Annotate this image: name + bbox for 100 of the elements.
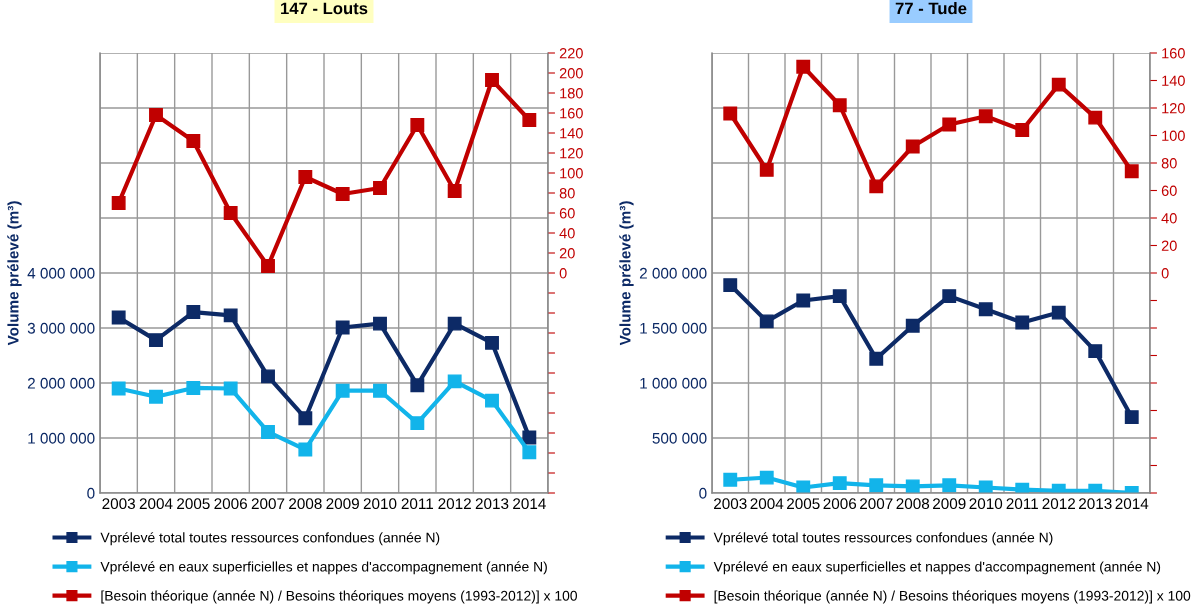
point — [298, 442, 313, 457]
point — [522, 445, 537, 460]
chart-title: 147 - Louts — [281, 2, 368, 15]
point — [186, 134, 201, 148]
x-tick-label: 2014 — [513, 498, 546, 510]
x-tick-label: 2003 — [714, 498, 747, 510]
point — [149, 333, 163, 348]
x-tick-label: 2005 — [177, 498, 210, 510]
y-tick-label: 1 000 000 — [28, 432, 95, 444]
y-tick-label: 500 000 — [652, 432, 707, 444]
point — [298, 411, 313, 426]
point — [335, 383, 350, 398]
point — [723, 278, 738, 293]
point — [485, 393, 499, 408]
point — [410, 118, 425, 132]
point — [832, 98, 847, 113]
y2-tick-label: 140 — [560, 128, 583, 139]
y2-tick-label: 140 — [1162, 75, 1185, 86]
point — [759, 162, 774, 177]
y2-tick-label: 80 — [1161, 158, 1177, 169]
y-tick-label: 0 — [699, 487, 707, 499]
legend-label: Vprélevé en eaux superficielles et nappes d'accompagnement (année N) — [100, 561, 547, 575]
point — [410, 378, 425, 393]
x-tick-label: 2007 — [251, 498, 285, 510]
point — [796, 59, 811, 74]
y2-tick-label: 0 — [1161, 268, 1169, 279]
y-tick-label: 1 500 000 — [640, 322, 707, 334]
y-tick-label: 4 000 000 — [27, 267, 95, 279]
x-tick-label: 2014 — [1115, 498, 1149, 510]
point — [485, 335, 499, 350]
y2-tick-label: 60 — [1161, 185, 1177, 196]
y-tick-label: 1 000 000 — [640, 377, 707, 389]
y-tick-label: 3 000 000 — [27, 322, 95, 334]
point — [298, 170, 313, 184]
point — [942, 117, 957, 132]
y2-tick-label: 120 — [1162, 103, 1185, 114]
y2-tick-label: 40 — [559, 228, 575, 239]
x-tick-label: 2006 — [214, 498, 247, 510]
point — [1124, 410, 1139, 425]
point — [1051, 77, 1066, 92]
point — [447, 316, 462, 331]
point — [261, 425, 275, 439]
chart-title: 77 - Tude — [895, 2, 967, 15]
point — [869, 351, 884, 366]
x-tick-label: 2011 — [1006, 498, 1038, 510]
x-tick-label: 2003 — [102, 498, 135, 510]
point — [410, 416, 425, 431]
point — [905, 139, 920, 154]
point — [111, 196, 126, 210]
point — [942, 289, 957, 304]
y2-tick-label: 20 — [559, 248, 575, 259]
point — [522, 113, 537, 127]
point — [111, 381, 126, 396]
x-tick-label: 2008 — [289, 498, 322, 510]
point — [759, 314, 774, 329]
y2-tick-label: 40 — [1161, 213, 1177, 224]
point — [1051, 305, 1066, 320]
y2-tick-label: 180 — [560, 88, 583, 99]
point — [223, 308, 238, 323]
y-tick-label: 0 — [87, 487, 95, 499]
x-tick-label: 2013 — [1079, 498, 1112, 510]
point — [942, 478, 957, 493]
y2-tick-label: 160 — [560, 108, 583, 119]
y2-tick-label: 100 — [560, 168, 583, 179]
point — [149, 389, 163, 404]
point — [1088, 110, 1103, 125]
legend-label: [Besoin théorique (année N) / Besoins théoriques moyens (1993-2012)] x 100 — [714, 590, 1191, 604]
point — [522, 430, 537, 445]
point — [373, 316, 387, 331]
legend-label: Vprélevé total toutes ressources confondues (année N) — [100, 532, 440, 546]
x-tick-label: 2009 — [933, 498, 966, 510]
y2-tick-label: 80 — [559, 188, 575, 199]
point — [723, 472, 738, 487]
x-tick-label: 2004 — [750, 498, 784, 510]
point — [447, 374, 462, 389]
legend-label: Vprélevé total toutes ressources confondues (année N) — [713, 532, 1053, 546]
y-axis-title: Volume prélevé (m³) — [7, 201, 22, 346]
x-tick-label: 2012 — [438, 498, 471, 510]
y2-tick-label: 0 — [559, 268, 567, 279]
point — [1124, 164, 1139, 179]
point — [759, 470, 774, 485]
point — [905, 479, 920, 493]
y2-tick-label: 220 — [559, 48, 583, 59]
point — [149, 108, 163, 122]
point — [723, 106, 738, 121]
point — [373, 383, 387, 398]
y-tick-label: 2 000 000 — [639, 267, 707, 279]
point — [186, 305, 201, 319]
y2-tick-label: 100 — [1162, 130, 1185, 141]
point — [485, 73, 499, 87]
x-tick-label: 2006 — [823, 498, 857, 510]
y2-tick-label: 160 — [1162, 48, 1185, 59]
y2-tick-label: 60 — [559, 208, 575, 219]
point — [869, 179, 884, 194]
x-tick-label: 2010 — [363, 498, 397, 510]
point — [335, 320, 350, 335]
point — [1015, 315, 1030, 330]
legend-label: [Besoin théorique (année N) / Besoins théoriques moyens (1993-2012)] x 100 — [101, 590, 577, 604]
x-tick-label: 2011 — [401, 498, 434, 510]
point — [796, 293, 811, 308]
